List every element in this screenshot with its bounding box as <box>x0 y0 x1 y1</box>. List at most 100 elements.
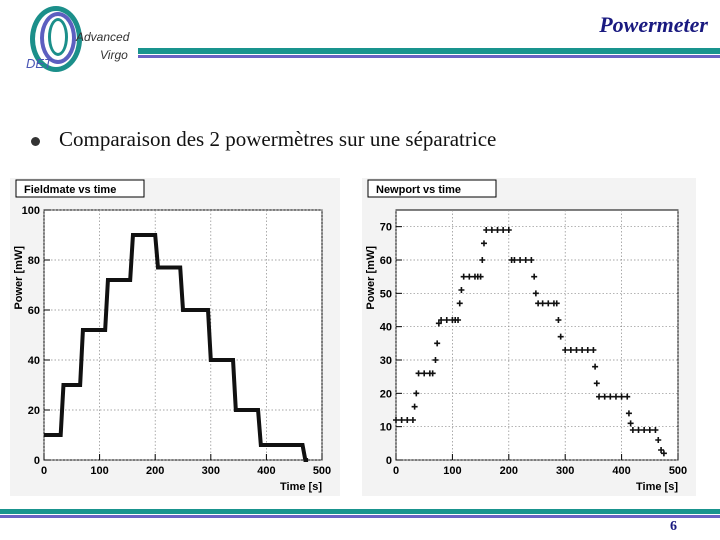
page-number: 6 <box>670 519 677 534</box>
data-point-marker <box>531 273 538 280</box>
data-point-marker <box>590 347 597 353</box>
data-point-marker <box>477 273 484 280</box>
y-tick-label: 20 <box>380 388 392 400</box>
y-tick-label: 80 <box>28 255 40 267</box>
data-point-marker <box>432 357 439 363</box>
data-point-marker <box>528 257 535 263</box>
y-tick-label: 60 <box>28 305 40 317</box>
y-tick-label: 10 <box>380 422 392 434</box>
data-point-marker <box>466 273 473 280</box>
fieldmate-chart: 0 100 200 300 400 500 0 20 40 60 80 100 Time [s] Powe… <box>10 178 340 496</box>
data-point-marker <box>555 317 562 323</box>
data-point-marker <box>479 257 486 263</box>
footer-divider <box>0 509 720 519</box>
data-point-marker <box>411 403 418 410</box>
slide-title: Powermeter <box>599 12 708 37</box>
data-point-marker <box>415 370 422 377</box>
y-tick-label: 70 <box>380 222 392 234</box>
data-point-marker <box>398 417 405 423</box>
data-point-marker <box>658 447 665 453</box>
data-point-marker <box>646 427 653 433</box>
logo-middle-ring <box>40 12 76 64</box>
x-tick-label: 100 <box>443 465 461 477</box>
data-point-marker <box>562 347 569 353</box>
header-divider-teal <box>138 48 720 54</box>
footer-divider-purple <box>0 515 720 518</box>
data-point-marker <box>641 427 648 433</box>
data-point-marker <box>593 380 600 387</box>
data-point-marker <box>625 410 632 417</box>
x-tick-label: 0 <box>41 465 47 477</box>
data-point-marker <box>511 257 518 263</box>
x-tick-label: 500 <box>669 465 687 477</box>
data-point-marker <box>545 300 552 307</box>
data-point-marker <box>421 370 428 377</box>
data-point-marker <box>567 347 574 353</box>
data-point-marker <box>500 227 507 233</box>
x-tick-label: 0 <box>393 465 399 477</box>
y-axis-label: Power [mW] <box>13 246 25 310</box>
y-tick-label: 100 <box>22 205 40 217</box>
data-point-marker <box>517 257 524 263</box>
logo-outer-ring <box>30 6 82 72</box>
y-tick-label: 30 <box>380 355 392 367</box>
data-point-marker <box>629 427 636 433</box>
data-point-marker <box>584 347 591 353</box>
data-point-marker <box>483 227 490 233</box>
y-tick-label: 0 <box>386 455 392 467</box>
data-point-marker <box>460 273 467 280</box>
data-point-marker <box>434 340 441 347</box>
x-tick-label: 400 <box>257 465 275 477</box>
data-point-marker <box>539 300 546 307</box>
data-point-marker <box>612 393 619 400</box>
data-point-marker <box>601 393 608 400</box>
fieldmate-chart-svg: 0 100 200 300 400 500 0 20 40 60 80 100 Time [s] Powe… <box>10 178 340 496</box>
det-advanced-virgo-logo: Advanced Virgo DET <box>18 4 138 72</box>
newport-chart: 0 100 200 300 400 500 0 10 20 30 40 50 60 70 Time [s] P… <box>362 178 696 496</box>
x-tick-label: 400 <box>612 465 630 477</box>
data-point-marker <box>413 390 420 397</box>
data-point-marker <box>438 317 445 323</box>
data-point-marker <box>458 287 465 293</box>
plot-area <box>395 209 679 461</box>
data-point-marker <box>624 393 631 400</box>
bullet-point-icon <box>31 137 40 146</box>
data-point-marker <box>480 240 487 247</box>
header-divider-purple <box>138 55 720 58</box>
plot-area <box>43 209 323 461</box>
header-divider <box>0 48 720 60</box>
y-tick-label: 0 <box>34 455 40 467</box>
data-point-marker <box>404 417 411 423</box>
data-point-marker <box>456 300 463 307</box>
data-point-marker <box>505 227 512 233</box>
x-tick-label: 500 <box>313 465 331 477</box>
data-point-marker <box>596 393 603 400</box>
x-tick-label: 300 <box>202 465 220 477</box>
x-axis-label: Time [s] <box>636 481 678 493</box>
data-point-marker <box>553 300 560 307</box>
x-axis-label: Time [s] <box>280 481 322 493</box>
y-axis-label: Power [mW] <box>365 246 377 310</box>
data-point-marker <box>579 347 586 353</box>
data-point-marker <box>435 320 442 327</box>
x-tick-label: 100 <box>90 465 108 477</box>
chart-title: Fieldmate vs time <box>24 184 116 196</box>
newport-chart-svg: 0 100 200 300 400 500 0 10 20 30 40 50 60 70 Time [s] P… <box>362 178 696 496</box>
series-line <box>44 233 309 462</box>
x-tick-label: 200 <box>146 465 164 477</box>
y-tick-label: 20 <box>28 405 40 417</box>
data-point-marker <box>592 363 599 370</box>
data-point-marker <box>652 427 659 433</box>
logo-det-text: DET <box>26 56 52 71</box>
data-point-marker <box>429 370 436 377</box>
data-point-marker <box>635 427 642 433</box>
data-point-marker <box>532 290 539 297</box>
y-tick-label: 40 <box>380 322 392 334</box>
chart-title-box <box>367 179 497 198</box>
data-point-marker <box>557 333 564 340</box>
data-point-marker <box>409 417 416 423</box>
data-point-marker <box>627 420 634 427</box>
y-tick-label: 50 <box>380 288 392 300</box>
x-tick-label: 200 <box>500 465 518 477</box>
data-point-marker <box>443 317 450 323</box>
